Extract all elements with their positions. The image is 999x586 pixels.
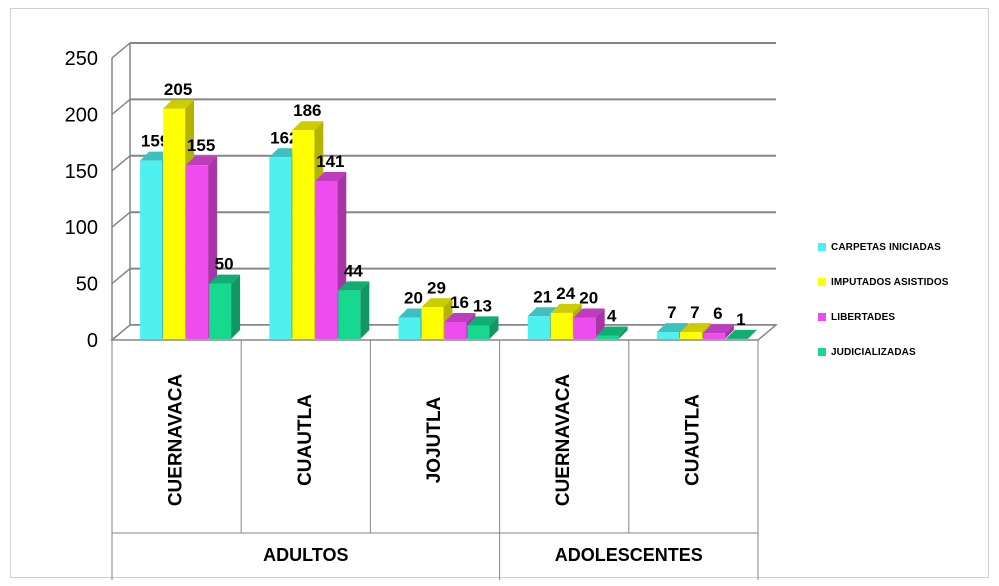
data-label: 44 (344, 261, 363, 280)
gridline-side (111, 98, 131, 115)
data-label: 186 (293, 101, 321, 120)
bar-top (725, 329, 757, 339)
x-tick-label: CUERNAVACA (553, 374, 574, 507)
bar (596, 335, 619, 339)
bar-top (444, 312, 476, 322)
bar-top (338, 281, 370, 291)
data-label: 16 (450, 293, 469, 312)
bar (550, 312, 573, 339)
bar (573, 317, 596, 339)
bar-top (186, 156, 218, 166)
x-tick-label: CUERNAVACA (166, 374, 187, 507)
x-tick-label: CUAUTLA (295, 394, 316, 486)
legend-label: CARPETAS INICIADAS (831, 241, 941, 253)
group-label: ADOLESCENTES (555, 545, 703, 565)
bar-side (747, 329, 757, 339)
bar-top (679, 323, 711, 333)
data-label: 159 (141, 132, 169, 151)
bar (444, 321, 467, 339)
data-label: 7 (690, 303, 699, 322)
data-label: 20 (404, 288, 423, 307)
legend-item-libertades: LIBERTADES (818, 308, 993, 326)
bar (209, 283, 232, 339)
x-tick-label: JOJUTLA (424, 396, 445, 483)
bar-side (724, 324, 734, 339)
y-tick-label: 0 (87, 330, 98, 352)
legend-swatch (818, 313, 826, 321)
y-tick-label: 100 (65, 217, 98, 239)
bar-top (421, 298, 453, 308)
legend-item-carpetas-iniciadas: CARPETAS INICIADAS (818, 238, 993, 256)
data-label: 20 (579, 288, 598, 307)
bar-top (596, 326, 628, 336)
bar (292, 130, 315, 339)
data-label: 7 (667, 303, 676, 322)
bar-side (231, 274, 241, 339)
bar (679, 332, 702, 339)
bar-top (702, 324, 734, 334)
bar (421, 307, 444, 339)
data-label: 141 (316, 152, 344, 171)
bar (398, 317, 421, 339)
bar-top (292, 121, 324, 131)
bar (702, 333, 725, 339)
y-tick-label: 50 (76, 274, 98, 296)
data-label: 6 (713, 304, 722, 323)
bar-side (618, 326, 628, 339)
bar (656, 332, 679, 339)
bar (269, 157, 292, 339)
data-label: 162 (270, 128, 298, 147)
gridline-side (111, 268, 131, 285)
bar (186, 165, 209, 339)
bar-top (315, 171, 347, 181)
bar (527, 316, 550, 339)
bar (467, 325, 490, 339)
data-label: 205 (164, 80, 192, 99)
bar-top (163, 99, 195, 109)
bar-side (360, 281, 370, 339)
data-label: 13 (473, 296, 492, 315)
data-label: 1 (736, 310, 745, 329)
gridline-side (111, 211, 131, 228)
legend-item-judicializadas: JUDICIALIZADAS (818, 343, 993, 361)
bar (140, 160, 163, 339)
bar (315, 180, 338, 339)
data-label: 4 (607, 306, 617, 325)
legend-swatch (818, 348, 826, 356)
legend: CARPETAS INICIADAS IMPUTADOS ASISTIDOS L… (818, 238, 993, 378)
legend-item-imputados-asistidos: IMPUTADOS ASISTIDOS (818, 273, 993, 291)
bar-side (489, 316, 499, 339)
gridline-side (111, 155, 131, 172)
group-label: ADULTOS (263, 545, 348, 565)
bar-top (656, 323, 688, 333)
bar-top (573, 308, 605, 318)
bar-top (467, 316, 499, 326)
x-tick-label: CUAUTLA (682, 394, 703, 486)
bar (338, 290, 361, 339)
data-label: 29 (427, 278, 446, 297)
bar-top (209, 274, 241, 284)
y-tick-label: 150 (65, 161, 98, 183)
legend-swatch (818, 243, 826, 251)
data-label: 155 (187, 136, 215, 155)
legend-label: LIBERTADES (831, 311, 896, 323)
y-tick-label: 250 (65, 48, 98, 70)
data-label: 50 (215, 255, 234, 274)
data-label: 21 (533, 287, 552, 306)
legend-label: IMPUTADOS ASISTIDOS (831, 276, 949, 288)
gridline-side (111, 42, 131, 59)
data-label: 24 (556, 284, 575, 303)
legend-swatch (818, 278, 826, 286)
y-tick-label: 200 (65, 104, 98, 126)
legend-label: JUDICIALIZADAS (831, 346, 916, 358)
bar-top (550, 303, 582, 313)
bar (163, 108, 186, 339)
